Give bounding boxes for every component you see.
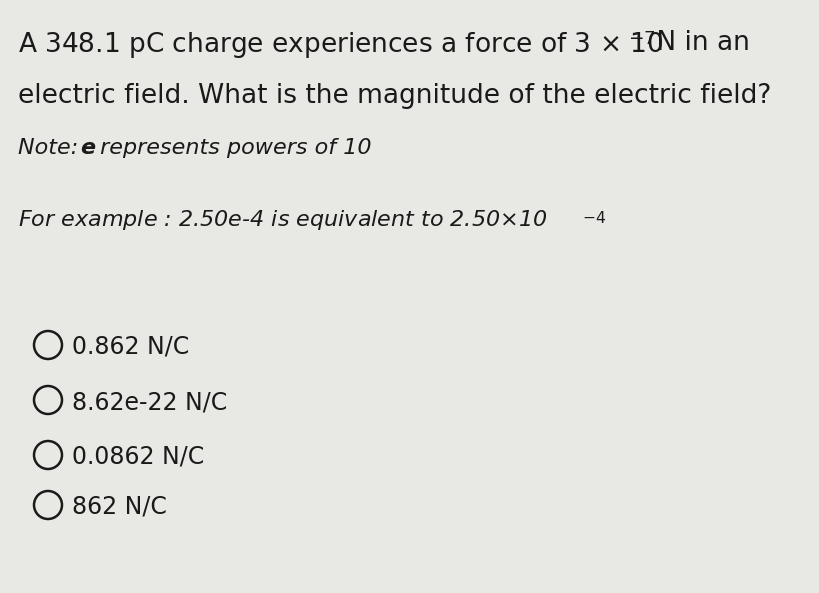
Text: For example : 2.50e-4 is equivalent to 2.50$\times$10: For example : 2.50e-4 is equivalent to 2… <box>18 208 547 232</box>
Text: $^{-4}$: $^{-4}$ <box>582 213 606 233</box>
Text: electric field. What is the magnitude of the electric field?: electric field. What is the magnitude of… <box>18 83 771 109</box>
Text: 0.0862 N/C: 0.0862 N/C <box>72 445 204 469</box>
Text: A 348.1 pC charge experiences a force of 3 $\times$ 10: A 348.1 pC charge experiences a force of… <box>18 30 663 60</box>
Text: 8.62e-22 N/C: 8.62e-22 N/C <box>72 390 227 414</box>
Text: 0.862 N/C: 0.862 N/C <box>72 335 189 359</box>
Text: represents powers of 10: represents powers of 10 <box>93 138 372 158</box>
Text: Note:: Note: <box>18 138 85 158</box>
Text: $^{-7}$: $^{-7}$ <box>628 32 656 58</box>
Text: e: e <box>80 138 95 158</box>
Text: 862 N/C: 862 N/C <box>72 495 167 519</box>
Text: N in an: N in an <box>648 30 750 56</box>
